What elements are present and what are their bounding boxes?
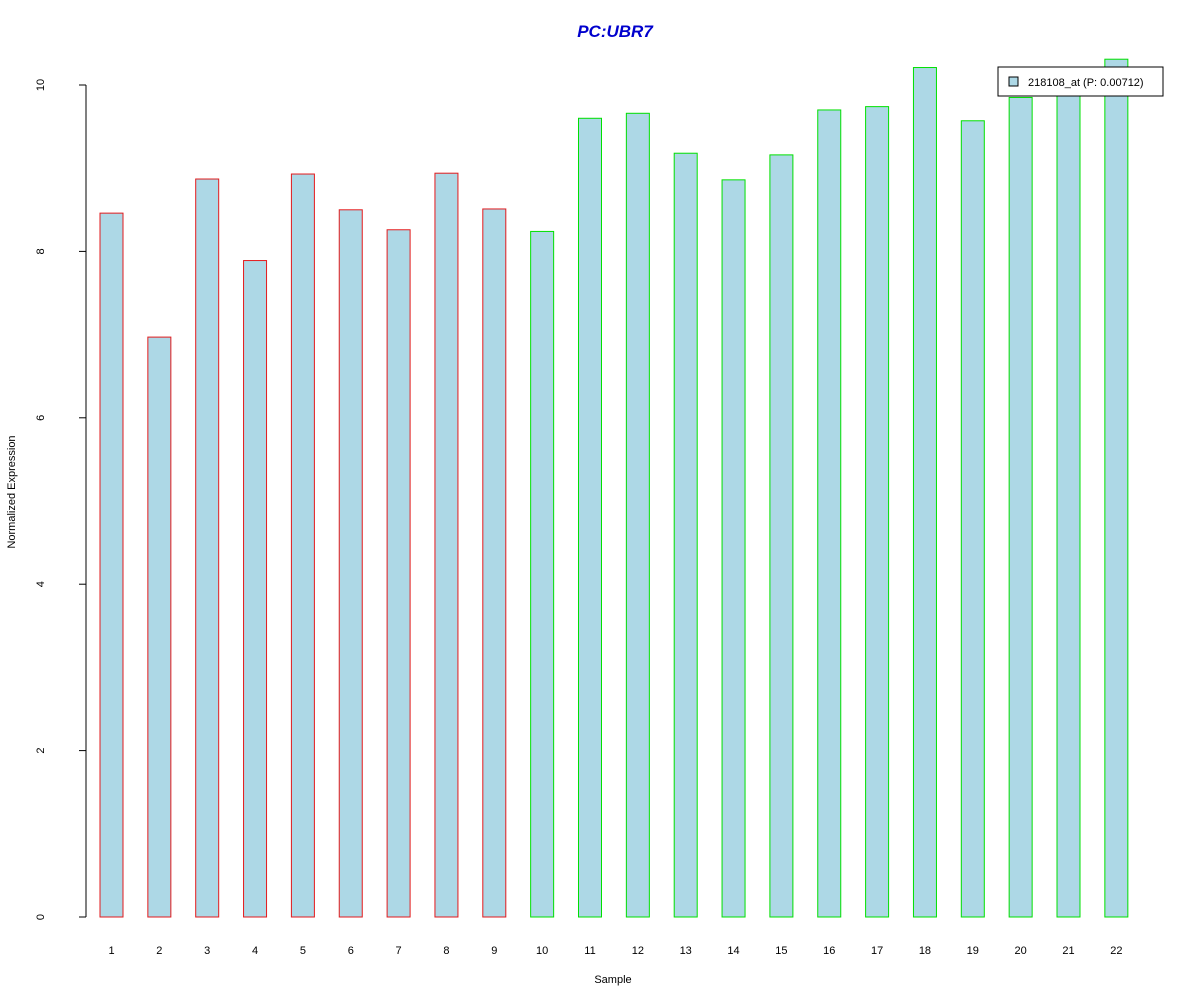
bar-sample-22 (1104, 58, 1129, 918)
y-tick-label: 8 (35, 248, 47, 254)
bar-sample-10 (530, 230, 555, 918)
bar-sample-17 (865, 106, 890, 918)
bar-sample-16 (817, 109, 842, 918)
bar-sample-8 (434, 172, 459, 918)
x-tick-label: 20 (1015, 945, 1027, 957)
x-tick-label: 18 (919, 945, 931, 957)
x-tick-label: 15 (775, 945, 787, 957)
x-tick-label: 16 (823, 945, 835, 957)
x-tick-label: 1 (108, 945, 114, 957)
bar-sample-9 (482, 208, 507, 918)
x-tick-label: 17 (871, 945, 883, 957)
x-tick-label: 4 (252, 945, 258, 957)
x-axis-label: Sample (594, 974, 631, 986)
x-tick-label: 12 (632, 945, 644, 957)
bar-sample-4 (243, 260, 268, 918)
x-tick-label: 7 (396, 945, 402, 957)
bar-sample-7 (386, 229, 411, 918)
bar-sample-18 (912, 67, 937, 918)
bars-group (99, 58, 1129, 918)
bar-sample-3 (195, 178, 220, 918)
legend-label: 218108_at (P: 0.00712) (1028, 77, 1144, 89)
bar-sample-5 (290, 173, 315, 918)
x-tick-label: 6 (348, 945, 354, 957)
y-axis: 0 2 4 6 8 10 (35, 79, 87, 920)
bar-sample-6 (338, 209, 363, 918)
x-tick-label: 19 (967, 945, 979, 957)
y-tick-label: 0 (35, 914, 47, 920)
x-tick-label: 14 (727, 945, 739, 957)
bar-sample-1 (99, 212, 124, 918)
x-tick-label: 21 (1062, 945, 1074, 957)
legend: 218108_at (P: 0.00712) (997, 66, 1164, 97)
bar-sample-12 (625, 112, 650, 918)
x-tick-label: 2 (156, 945, 162, 957)
y-tick-label: 4 (35, 581, 47, 587)
legend-box (997, 66, 1164, 97)
y-tick-label: 2 (35, 748, 47, 754)
x-tick-label: 22 (1110, 945, 1122, 957)
x-tick-label: 9 (491, 945, 497, 957)
y-axis-label: Normalized Expression (6, 435, 18, 548)
x-tick-label: 8 (443, 945, 449, 957)
x-tick-labels: 1 2 3 4 5 6 7 8 9 10 11 12 13 14 15 16 17 18 19 20 21 22 (108, 945, 1122, 957)
x-tick-label: 5 (300, 945, 306, 957)
y-tick-label: 6 (35, 415, 47, 421)
bar-sample-13 (673, 152, 698, 918)
bar-sample-19 (960, 120, 985, 918)
bar-sample-2 (147, 336, 172, 918)
y-tick-label: 10 (35, 79, 47, 91)
chart-title: PC:UBR7 (577, 22, 654, 41)
bar-sample-11 (578, 117, 602, 918)
bar-sample-15 (769, 154, 794, 918)
legend-swatch (1008, 76, 1019, 87)
bar-sample-21 (1056, 86, 1081, 918)
bar-sample-14 (721, 179, 746, 918)
x-tick-label: 11 (584, 945, 595, 957)
bar-sample-20 (1008, 96, 1033, 918)
x-tick-label: 13 (680, 945, 692, 957)
x-tick-label: 3 (204, 945, 210, 957)
x-tick-label: 10 (536, 945, 548, 957)
